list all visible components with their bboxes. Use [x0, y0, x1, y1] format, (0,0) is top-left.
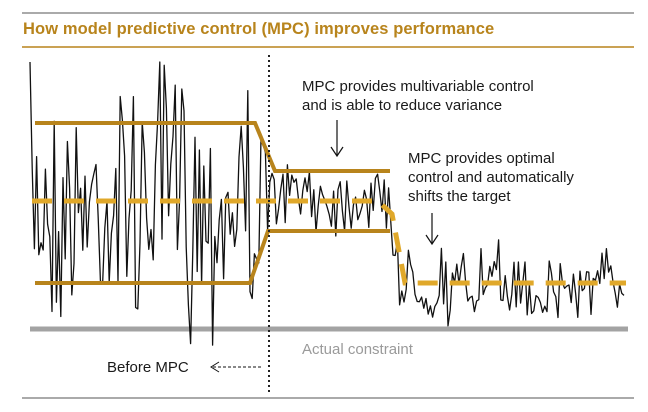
- label-backdrop: [300, 74, 610, 116]
- label-backdrop-2: [405, 146, 620, 208]
- target-line: [32, 198, 626, 286]
- actual-constraint-label: Actual constraint: [302, 341, 414, 358]
- before-mpc-label: Before MPC: [107, 359, 189, 376]
- before-mpc-arrow: [210, 361, 262, 373]
- optimal-label-line2: control and automatically: [408, 169, 574, 186]
- lower-limit-line: [35, 229, 390, 285]
- upper-limit-line: [35, 121, 390, 173]
- figure-title: How model predictive control (MPC) impro…: [23, 20, 495, 38]
- multivariable-label-line1: MPC provides multivariable control: [302, 78, 534, 95]
- optimal-arrow: [425, 213, 439, 246]
- optimal-label-line3: shifts the target: [408, 188, 511, 205]
- multivariable-arrow: [330, 120, 344, 158]
- multivariable-label-line2: and is able to reduce variance: [302, 97, 502, 114]
- process-variable-trace: [29, 61, 625, 346]
- optimal-label-line1: MPC provides optimal: [408, 150, 555, 167]
